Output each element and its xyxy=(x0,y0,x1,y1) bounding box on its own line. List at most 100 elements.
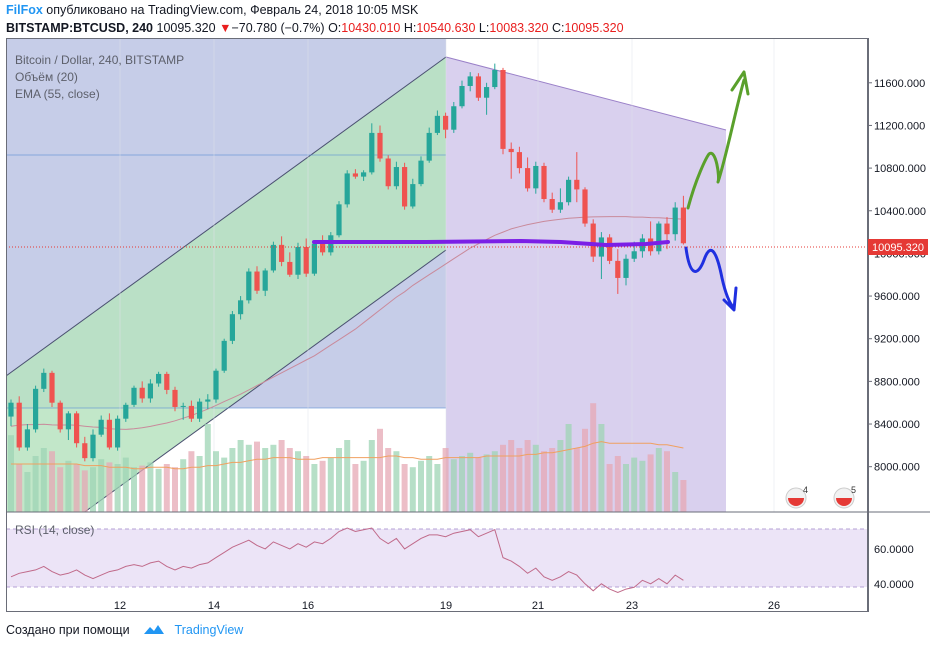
price-chart[interactable]: 12 14 16 19 21 23 26 Bitcoin / Dollar, 240, BI… xyxy=(6,38,868,612)
price-axis-svg: 8000.000 8400.000 8800.000 9200.000 9600.000… xyxy=(868,38,930,612)
candle-body xyxy=(74,413,80,444)
rsi-tick-label: 60.0000 xyxy=(874,544,914,556)
candle-body xyxy=(336,204,342,236)
candle xyxy=(426,127,432,163)
candle xyxy=(221,338,227,373)
volume-bar xyxy=(81,470,88,512)
open-value: 10430.010 xyxy=(341,21,401,35)
candle-body xyxy=(549,199,555,210)
candle xyxy=(336,201,342,238)
candle-body xyxy=(188,405,194,419)
volume-bar xyxy=(467,452,474,512)
time-label: 19 xyxy=(440,600,452,612)
volume-bar xyxy=(442,448,449,512)
volume-bar xyxy=(360,460,367,512)
price-axis[interactable]: 8000.000 8400.000 8800.000 9200.000 9600.000… xyxy=(868,38,930,612)
candle xyxy=(508,142,514,179)
volume-bar xyxy=(508,440,515,512)
author-name[interactable]: FilFox xyxy=(6,3,43,17)
created-with-text: Создано при помощи xyxy=(6,622,130,637)
candle xyxy=(90,429,96,462)
price-tick-label: 8400.000 xyxy=(874,419,920,431)
candle-body xyxy=(98,419,104,435)
price-tick-label: 10400.000 xyxy=(874,206,926,218)
candle-body xyxy=(508,148,514,153)
candle-body xyxy=(566,179,572,203)
candle-body xyxy=(443,115,449,130)
tradingview-logo-icon[interactable] xyxy=(143,622,165,639)
triangle-top-line xyxy=(445,56,727,131)
candle xyxy=(607,234,613,265)
tradingview-link[interactable]: TradingView xyxy=(174,622,244,637)
price-change: −70.780 (−0.7%) xyxy=(231,21,325,35)
candle xyxy=(590,219,596,262)
candle-body xyxy=(320,243,326,253)
volume-bar xyxy=(204,424,211,512)
volume-bar xyxy=(319,460,326,512)
legend-rsi: RSI (14, close) xyxy=(15,523,94,537)
candle xyxy=(295,242,301,279)
candle-body xyxy=(664,223,670,235)
candle xyxy=(106,413,112,450)
candle xyxy=(393,161,399,190)
candle-body xyxy=(197,401,203,419)
candle-body xyxy=(516,152,522,169)
symbol-label: BITSTAMP:BTCUSD, 240 xyxy=(6,21,154,35)
candle xyxy=(188,400,194,422)
candle xyxy=(123,402,129,422)
candle-body xyxy=(680,207,686,244)
volume-bar xyxy=(57,467,64,512)
candle xyxy=(369,123,375,175)
time-label: 26 xyxy=(768,600,780,612)
volume-bar xyxy=(368,440,375,512)
candle-body xyxy=(500,69,506,149)
candle-body xyxy=(352,173,358,177)
candle-body xyxy=(221,340,227,371)
candle xyxy=(459,80,465,109)
publish-header: FilFox опубликовано на TradingView.com, … xyxy=(6,3,418,17)
volume-bar xyxy=(655,448,662,512)
candle-body xyxy=(16,402,22,448)
candle-body xyxy=(598,237,604,257)
volume-bar xyxy=(229,448,236,512)
volume-bar xyxy=(196,456,203,512)
volume-bar xyxy=(344,440,351,512)
volume-bar xyxy=(434,464,441,512)
event-icon-us-2[interactable]: 5 xyxy=(833,485,856,509)
event-icon-us-1[interactable]: 4 xyxy=(785,485,808,509)
candle-body xyxy=(590,223,596,257)
candle-body xyxy=(172,389,178,407)
chart-area[interactable]: 12 14 16 19 21 23 26 Bitcoin / Dollar, 240, BI… xyxy=(6,38,868,612)
low-label: L: xyxy=(478,21,490,35)
volume-bar xyxy=(401,464,408,512)
candle-body xyxy=(106,419,112,448)
candle-body xyxy=(434,115,440,133)
candle-body xyxy=(139,387,145,399)
volume-bar xyxy=(377,428,383,512)
drawing-zones xyxy=(6,38,727,512)
volume-bar xyxy=(73,464,80,512)
volume-bar xyxy=(122,457,129,512)
candle xyxy=(8,399,14,427)
price-badge-text: 10095.320 xyxy=(872,242,924,254)
candle xyxy=(451,101,457,133)
candle-body xyxy=(147,383,153,399)
candle-body xyxy=(82,443,88,459)
volume-bar xyxy=(623,464,629,512)
publish-info: опубликовано на TradingView.com, Февраль… xyxy=(46,3,419,17)
candle-body xyxy=(451,106,457,130)
chart-border xyxy=(6,38,868,612)
candle xyxy=(303,238,309,277)
candle-body xyxy=(533,165,539,189)
bearish-arrow-drawing xyxy=(684,246,738,312)
candle-body xyxy=(65,413,71,430)
candle xyxy=(402,162,408,210)
volume-bar xyxy=(631,457,638,512)
candle xyxy=(57,400,63,433)
volume-bar xyxy=(24,472,31,512)
candle-body xyxy=(303,247,309,274)
volume-bar xyxy=(352,464,359,512)
candle xyxy=(566,176,572,206)
candle-body xyxy=(426,132,432,161)
volume-bar xyxy=(65,460,72,512)
